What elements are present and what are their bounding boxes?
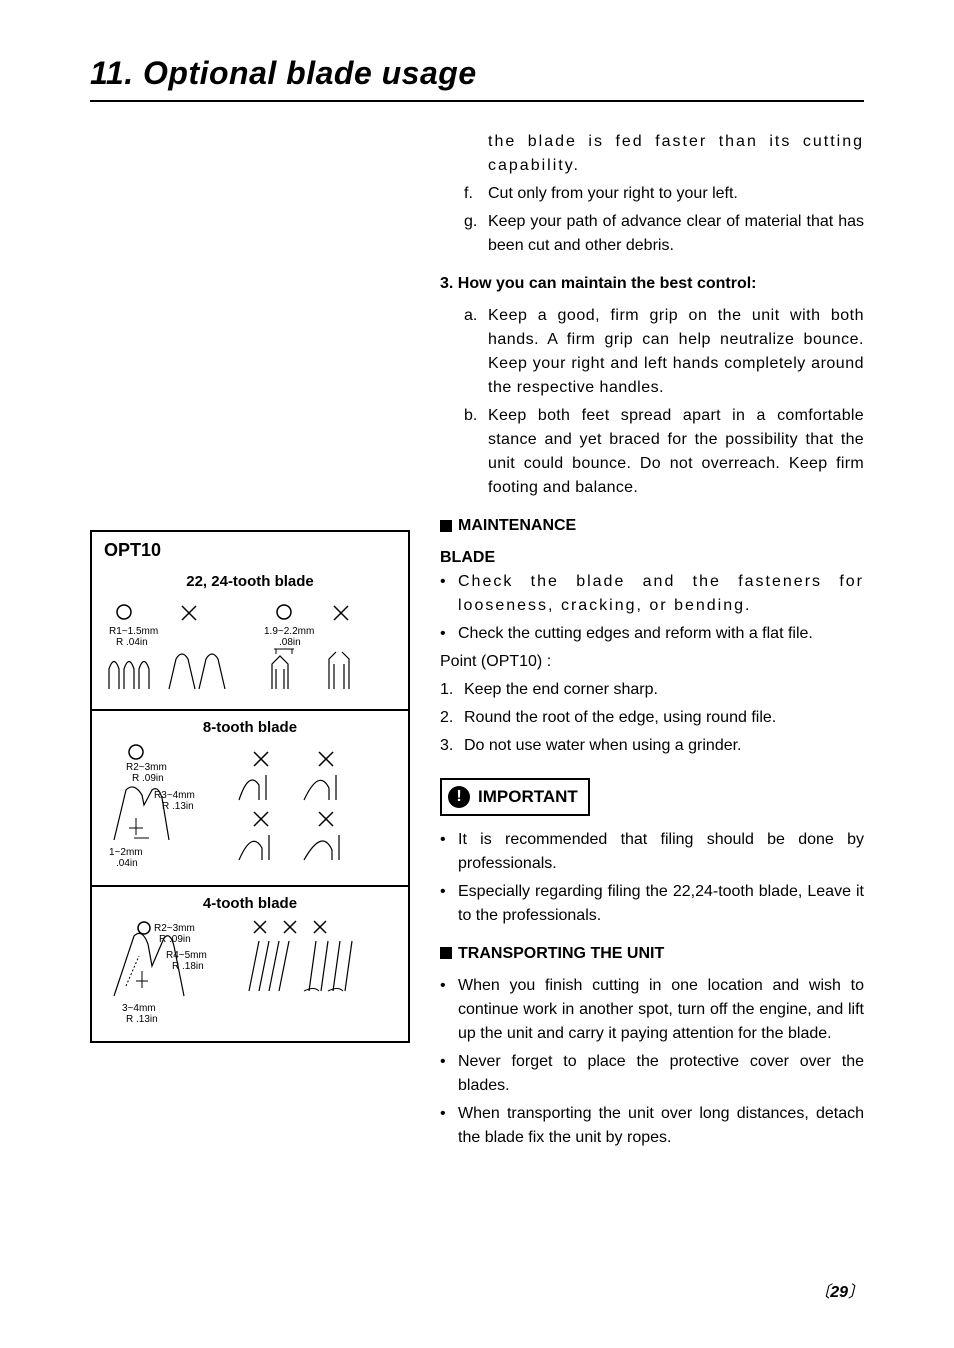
- left-column: OPT10 22, 24-tooth blade R1~1.5mm R .04i…: [90, 130, 410, 1154]
- point1-text: Keep the end corner sharp.: [464, 678, 864, 702]
- svg-label: .08in: [279, 637, 301, 648]
- transport-heading: TRANSPORTING THE UNIT: [440, 942, 864, 966]
- important-bullet-2: • Especially regarding filing the 22,24-…: [440, 880, 864, 928]
- content-columns: OPT10 22, 24-tooth blade R1~1.5mm R .04i…: [90, 130, 864, 1154]
- marker-3: 3.: [440, 734, 464, 758]
- trans-b1-text: When you finish cutting in one location …: [458, 974, 864, 1046]
- bullet-dot: •: [440, 570, 458, 618]
- svg-label: R3~4mm: [154, 790, 195, 801]
- transport-heading-text: TRANSPORTING THE UNIT: [458, 945, 664, 962]
- text-g: Keep your path of advance clear of mater…: [488, 210, 864, 258]
- maintenance-heading-text: MAINTENANCE: [458, 517, 576, 534]
- point3-text: Do not use water when using a grinder.: [464, 734, 864, 758]
- svg-label: 1.9~2.2mm: [264, 626, 314, 637]
- marker-2: 2.: [440, 706, 464, 730]
- square-bullet-icon: [440, 520, 452, 532]
- list-item-b: b. Keep both feet spread apart in a comf…: [440, 404, 864, 500]
- text-b: Keep both feet spread apart in a comfort…: [488, 404, 864, 500]
- trans-b3-text: When transporting the unit over long dis…: [458, 1102, 864, 1150]
- point-2: 2. Round the root of the edge, using rou…: [440, 706, 864, 730]
- maintenance-heading: MAINTENANCE: [440, 514, 864, 538]
- svg-label: R .13in: [126, 1014, 158, 1025]
- point-label: Point (OPT10) :: [440, 650, 864, 674]
- list-item-a: a. Keep a good, firm grip on the unit wi…: [440, 304, 864, 400]
- svg-label: R2~3mm: [126, 762, 167, 773]
- trans-b2-text: Never forget to place the protective cov…: [458, 1050, 864, 1098]
- transport-bullet-3: • When transporting the unit over long d…: [440, 1102, 864, 1150]
- list-item-f: f. Cut only from your right to your left…: [440, 182, 864, 206]
- svg-label: 1~2mm: [109, 847, 143, 858]
- exclamation-icon: !: [448, 786, 470, 808]
- svg-label: R4~5mm: [166, 950, 207, 961]
- bullet-dot: •: [440, 974, 458, 1046]
- blade-svg-4: R2~3mm R .09in R4~5mm R .18in 3~4mm R .1…: [104, 916, 394, 1026]
- marker-b: b.: [464, 404, 488, 500]
- bullet-dot: •: [440, 1050, 458, 1098]
- bullet-dot: •: [440, 880, 458, 928]
- svg-label: .04in: [116, 858, 138, 869]
- point-3: 3. Do not use water when using a grinder…: [440, 734, 864, 758]
- blade-b2-text: Check the cutting edges and reform with …: [458, 622, 864, 646]
- svg-label: 3~4mm: [122, 1003, 156, 1014]
- heading-3: 3. How you can maintain the best control…: [440, 272, 864, 296]
- diagram-title-1: 22, 24-tooth blade: [104, 569, 396, 594]
- svg-label: R .09in: [132, 773, 164, 784]
- point2-text: Round the root of the edge, using round …: [464, 706, 864, 730]
- diagram-title-2: 8-tooth blade: [104, 715, 396, 740]
- imp-b2-text: Especially regarding filing the 22,24-to…: [458, 880, 864, 928]
- bullet-dot: •: [440, 622, 458, 646]
- blade-subheading: BLADE: [440, 546, 864, 570]
- blade-diagram-box: OPT10 22, 24-tooth blade R1~1.5mm R .04i…: [90, 530, 410, 1043]
- text-a: Keep a good, firm grip on the unit with …: [488, 304, 864, 400]
- svg-label: R2~3mm: [154, 923, 195, 934]
- list-item-g: g. Keep your path of advance clear of ma…: [440, 210, 864, 258]
- imp-b1-text: It is recommended that filing should be …: [458, 828, 864, 876]
- square-bullet-icon: [440, 947, 452, 959]
- transport-bullet-1: • When you finish cutting in one locatio…: [440, 974, 864, 1046]
- blade-svg-8: R2~3mm R .09in R3~4mm R .13in 1~2mm .04i…: [104, 740, 394, 870]
- bullet-dot: •: [440, 828, 458, 876]
- transport-bullet-2: • Never forget to place the protective c…: [440, 1050, 864, 1098]
- important-bullet-1: • It is recommended that filing should b…: [440, 828, 864, 876]
- important-box: ! IMPORTANT: [440, 778, 590, 816]
- marker-a: a.: [464, 304, 488, 400]
- point-1: 1. Keep the end corner sharp.: [440, 678, 864, 702]
- intro-continuation: the blade is fed faster than its cutting…: [440, 130, 864, 178]
- right-column: the blade is fed faster than its cutting…: [440, 130, 864, 1154]
- bullet-dot: •: [440, 1102, 458, 1150]
- marker-1: 1.: [440, 678, 464, 702]
- page-number: 〔29〕: [814, 1278, 864, 1302]
- blade-svg-22-24: R1~1.5mm R .04in 1.9~2.2mm .08in: [104, 594, 394, 694]
- diagram-title-3: 4-tooth blade: [104, 891, 396, 916]
- svg-label: R .13in: [162, 801, 194, 812]
- diagram-section-4: 4-tooth blade R2~3mm R .09in R4~5mm R .1…: [92, 885, 408, 1041]
- page-number-value: 29: [830, 1284, 848, 1301]
- diagram-section-8: 8-tooth blade R2~3mm R .09in R3~4mm R .1…: [92, 709, 408, 885]
- svg-label: R1~1.5mm: [109, 626, 158, 637]
- blade-bullet-2: • Check the cutting edges and reform wit…: [440, 622, 864, 646]
- marker-f: f.: [464, 182, 488, 206]
- blade-b1-text: Check the blade and the fasteners for lo…: [458, 570, 864, 618]
- marker-g: g.: [464, 210, 488, 258]
- diagram-section-22-24: 22, 24-tooth blade R1~1.5mm R .04in 1.9~…: [92, 565, 408, 709]
- svg-label: R .04in: [116, 637, 148, 648]
- text-f: Cut only from your right to your left.: [488, 182, 864, 206]
- important-label: IMPORTANT: [478, 784, 578, 810]
- blade-bullet-1: • Check the blade and the fasteners for …: [440, 570, 864, 618]
- diagram-label: OPT10: [92, 532, 408, 565]
- page-title: 11. Optional blade usage: [90, 55, 864, 102]
